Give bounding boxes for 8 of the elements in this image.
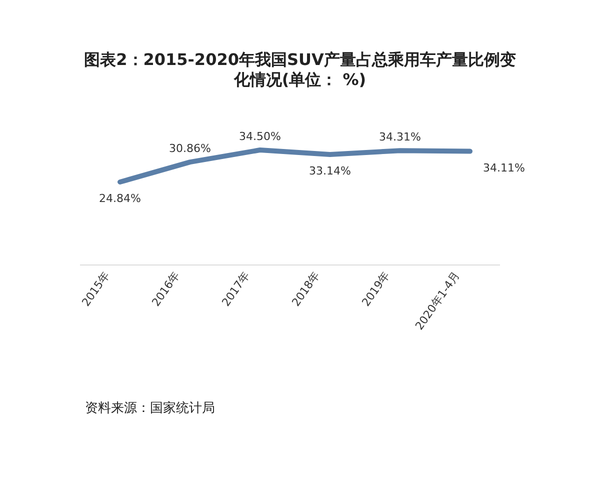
chart-title: 图表2：2015-2020年我国SUV产量占总乘用车产量比例变化情况(单位： %) bbox=[83, 50, 517, 90]
data-label: 34.31% bbox=[379, 130, 421, 144]
data-label: 30.86% bbox=[169, 142, 211, 156]
data-label: 34.50% bbox=[239, 130, 281, 143]
data-label: 34.11% bbox=[483, 161, 525, 174]
data-label: 33.14% bbox=[309, 164, 351, 178]
data-label: 24.84% bbox=[99, 192, 141, 205]
text: 资料来源：国家统计局 bbox=[85, 400, 215, 416]
